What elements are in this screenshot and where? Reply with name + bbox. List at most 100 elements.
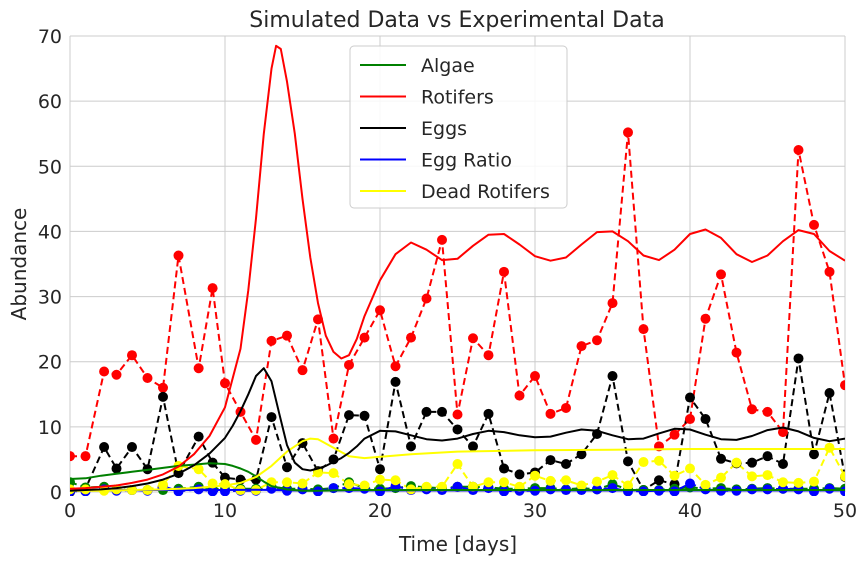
experimental-point-eggs <box>623 456 633 467</box>
experimental-point-egg-ratio <box>685 478 695 489</box>
experimental-point-rotifers <box>452 409 463 420</box>
experimental-point-egg-ratio <box>607 483 618 494</box>
experimental-point-rotifers <box>127 350 137 361</box>
y-tick-label: 60 <box>38 91 62 113</box>
experimental-point-eggs <box>700 414 711 425</box>
experimental-point-rotifers <box>158 382 168 393</box>
experimental-point-dead-rotifers <box>499 477 509 488</box>
experimental-point-rotifers <box>747 404 757 415</box>
experimental-point-egg-ratio <box>220 486 230 496</box>
experimental-point-eggs <box>654 475 664 486</box>
simulated-line-eggs <box>70 367 845 492</box>
experimental-point-dead-rotifers <box>297 478 308 489</box>
experimental-point-eggs <box>793 353 804 364</box>
experimental-point-dead-rotifers <box>158 479 168 490</box>
x-tick-label: 30 <box>523 500 547 522</box>
experimental-point-eggs <box>716 453 726 464</box>
experimental-point-dead-rotifers <box>762 470 773 481</box>
experimental-point-eggs <box>282 462 292 473</box>
x-tick-label: 50 <box>833 500 857 522</box>
experimental-point-rotifers <box>576 341 587 352</box>
experimental-point-dead-rotifers <box>375 474 385 485</box>
experimental-point-rotifers <box>207 283 218 294</box>
experimental-point-rotifers <box>731 347 742 358</box>
experimental-point-dead-rotifers <box>561 475 571 486</box>
experimental-point-dead-rotifers <box>328 468 339 479</box>
x-tick-label: 0 <box>64 500 76 522</box>
experimental-point-rotifers <box>406 332 416 343</box>
experimental-point-rotifers <box>561 402 571 413</box>
experimental-point-rotifers <box>282 330 292 341</box>
experimental-point-dead-rotifers <box>747 471 757 482</box>
experimental-point-dead-rotifers <box>452 458 463 469</box>
y-tick-label: 0 <box>50 482 62 504</box>
experimental-point-eggs <box>452 424 463 435</box>
y-axis-label: Abundance <box>7 208 31 321</box>
experimental-point-eggs <box>359 410 370 421</box>
legend-label-rotifers: Rotifers <box>421 87 494 109</box>
experimental-point-dead-rotifers <box>654 455 664 466</box>
experimental-point-rotifers <box>80 451 91 462</box>
experimental-point-eggs <box>158 391 168 402</box>
experimental-point-dead-rotifers <box>359 480 370 491</box>
experimental-point-rotifers <box>173 250 184 261</box>
experimental-point-eggs <box>809 449 819 460</box>
experimental-point-rotifers <box>840 380 845 391</box>
experimental-point-eggs <box>390 376 401 387</box>
experimental-point-dead-rotifers <box>193 464 204 475</box>
experimental-point-rotifers <box>421 293 432 304</box>
experimental-point-dead-rotifers <box>390 475 401 486</box>
experimental-point-eggs <box>406 441 416 452</box>
legend: Algae Rotifers Eggs Egg Ratio Dead Rotifers <box>349 45 568 209</box>
experimental-point-dead-rotifers <box>840 471 845 482</box>
experimental-point-rotifers <box>111 369 122 380</box>
experimental-point-rotifers <box>638 324 649 335</box>
y-tick-label: 30 <box>38 287 62 309</box>
experimental-point-eggs <box>468 441 478 452</box>
experimental-point-rotifers <box>499 266 509 277</box>
experimental-point-eggs <box>499 463 509 474</box>
experimental-point-eggs <box>576 449 587 460</box>
experimental-point-rotifers <box>545 408 556 419</box>
experimental-point-rotifers <box>220 378 230 389</box>
experimental-point-eggs <box>778 458 788 469</box>
experimental-point-eggs <box>99 442 110 453</box>
experimental-point-rotifers <box>142 373 153 383</box>
experimental-point-rotifers <box>514 390 525 401</box>
experimental-point-egg-ratio <box>207 486 218 496</box>
experimental-point-rotifers <box>266 335 277 346</box>
experimental-point-rotifers <box>251 434 261 445</box>
experimental-point-rotifers <box>70 451 75 462</box>
experimental-point-rotifers <box>297 365 308 376</box>
legend-label-egg-ratio: Egg Ratio <box>421 150 512 172</box>
experimental-point-eggs <box>437 406 447 417</box>
experimental-point-rotifers <box>99 366 110 377</box>
experimental-point-dead-rotifers <box>824 442 835 453</box>
experimental-point-eggs <box>747 457 757 468</box>
simulated-line-algae <box>70 462 845 492</box>
experimental-point-rotifers <box>809 219 819 230</box>
experimental-point-rotifers <box>793 145 804 155</box>
experimental-point-rotifers <box>762 406 773 417</box>
x-tick-labels: 0 10 20 30 40 50 <box>64 500 857 522</box>
experimental-point-eggs <box>421 406 432 417</box>
experimental-point-eggs <box>483 408 494 419</box>
experimental-point-rotifers <box>824 266 835 277</box>
experimental-point-dead-rotifers <box>282 477 292 488</box>
simulated-line-rotifers <box>70 44 845 490</box>
y-tick-label: 50 <box>38 156 62 178</box>
plot-area <box>70 44 845 496</box>
experimental-point-rotifers <box>328 433 339 444</box>
experimental-point-rotifers <box>344 359 354 370</box>
legend-label-eggs: Eggs <box>421 118 467 140</box>
experimental-point-eggs <box>193 431 204 442</box>
experimental-point-egg-ratio <box>824 483 835 494</box>
experimental-point-dead-rotifers <box>778 477 788 488</box>
experimental-point-rotifers <box>375 305 385 316</box>
experimental-point-eggs <box>328 454 339 465</box>
experimental-point-eggs <box>824 387 835 398</box>
experimental-point-rotifers <box>669 429 680 440</box>
y-tick-label: 70 <box>38 26 62 48</box>
experimental-point-dead-rotifers <box>530 470 540 481</box>
